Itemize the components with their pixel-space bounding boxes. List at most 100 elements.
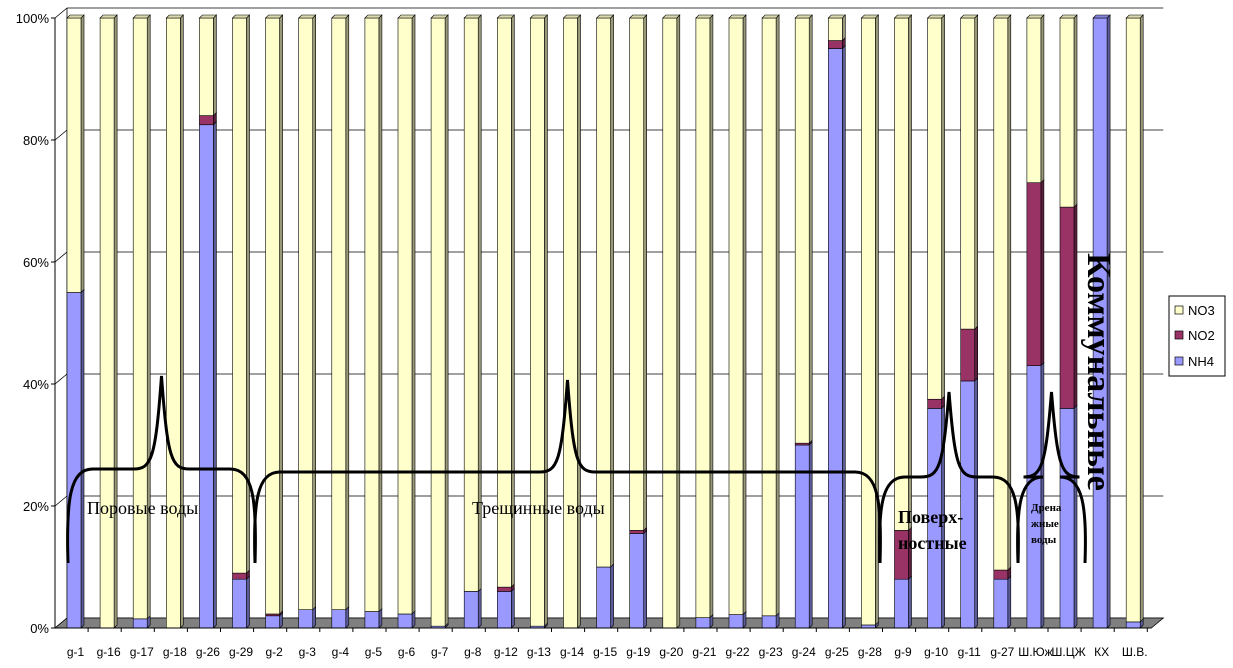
bars-group [66,14,1144,629]
y-tick-label: 20% [23,499,49,514]
x-tick-label: g-7 [431,645,449,659]
gridline-depth [54,251,68,263]
legend-label-no3: NO3 [1188,303,1215,318]
x-tick-label: g-19 [626,645,650,659]
bar-segment-no3 [761,14,780,617]
bar-segment-no3 [662,14,681,629]
x-tick-label: КХ [1094,645,1109,659]
bar-segment-no3 [463,14,482,593]
bar-segment-no2 [960,325,979,382]
x-tick-label: Ш.Юж [1018,645,1052,659]
x-tick-label: g-18 [163,645,187,659]
bar-segment-nh4 [596,563,614,629]
bar-segment-no3 [496,14,516,588]
bar-segment-no3 [397,14,416,615]
legend-swatch-no3 [1174,305,1184,315]
bar-segment-no3 [529,14,549,627]
bar-segment-no3 [231,14,251,574]
bar-segment-nh4 [463,587,482,629]
gridline-depth [54,495,68,507]
bar-segment-nh4 [199,121,217,629]
x-tick-label: g-27 [990,645,1014,659]
x-axis-ticks: g-1 g-16 g-17 g-18 g-26 g-29 g-2 g-3 g-4 g-5 g-6 g-… [55,627,1152,659]
y-tick-label: 40% [23,377,49,392]
annotation-drainage-line1: Дрена [1031,502,1062,514]
bar-segment-no2 [894,526,912,580]
y-tick-label: 60% [23,255,49,270]
bar-segment-no3 [264,14,284,615]
gridline-depth [54,129,68,141]
annotation-fissure-waters: Трещинные воды [472,498,605,518]
annotation-surface-line2: ностные [898,533,967,553]
y-tick-label: 0% [30,621,49,636]
brace-drainage [1016,391,1087,564]
bar-segment-no3 [165,14,185,629]
bar-segment-no3 [562,14,582,629]
x-tick-label: g-17 [130,645,154,659]
brace-porous [66,375,257,564]
bar-segment-nh4 [1026,361,1045,629]
x-tick-label: g-8 [464,645,482,659]
bar-segment-nh4 [1059,404,1078,629]
y-tick-label: 80% [23,133,49,148]
x-tick-label: g-11 [958,645,981,659]
x-tick-label: Ш.ЦЖ [1051,645,1085,659]
annotation-communal-vertical: Коммунальные [1080,253,1117,491]
x-tick-label: g-9 [894,645,912,659]
x-tick-label: g-13 [527,645,551,659]
bar-segment-no3 [198,14,218,117]
bar-segment-no3 [628,14,648,532]
bar-segment-nh4 [232,575,250,629]
bar-segment-nh4 [794,441,813,629]
y-tick-label: 100% [16,11,50,26]
annotation-drainage-line2: жные [1031,518,1059,530]
x-tick-label: g-6 [398,645,416,659]
legend-swatch-no2 [1174,330,1184,340]
x-tick-label: g-16 [97,645,121,659]
bar-segment-no3 [331,14,350,611]
legend-label-no2: NO2 [1188,328,1215,343]
bar-segment-no3 [860,14,880,626]
bar-segment-no3 [66,14,85,294]
bar-segment-nh4 [993,575,1012,629]
annotation-drainage-line3: воды [1031,534,1057,546]
bar-segment-no3 [926,14,946,400]
bar-segment-no3 [695,14,714,619]
x-tick-label: g-10 [924,645,948,659]
annotation-surface-line1: Поверх- [898,507,963,527]
brace-surface [878,391,1020,564]
bar-segment-nh4 [496,587,515,629]
bar-segment-no3 [595,14,615,568]
x-tick-label: g-25 [825,645,849,659]
bar-segment-nh4 [827,44,846,629]
gridline-depth [54,7,68,19]
x-tick-label: g-26 [196,645,220,659]
bar-segment-no3 [364,14,383,613]
bar-segment-no2 [1059,203,1078,410]
bar-segment-no3 [728,14,747,616]
bar-segment-nh4 [364,607,383,629]
bar-segment-no3 [893,14,913,532]
gridline-depth [54,373,68,385]
bar-segment-no3 [297,14,317,611]
y-axis-ticks: 0% 20% 40% 60% 80% 100% [16,11,55,636]
bar-segment-no3 [993,14,1012,571]
bar-segment-nh4 [298,605,317,629]
x-tick-label: g-5 [365,645,383,659]
bar-segment-no3 [1026,14,1045,184]
x-tick-label: g-28 [858,645,882,659]
bar-segment-nh4 [1092,14,1111,629]
bar-segment-nh4 [960,377,979,629]
legend-label-nh4: NH4 [1188,354,1214,369]
bar-segment-nh4 [629,529,648,629]
x-tick-label: g-20 [659,645,683,659]
x-tick-label: g-21 [692,645,716,659]
bar-segment-no3 [827,14,847,42]
x-tick-label: g-24 [792,645,816,659]
brace-fissure [253,379,882,564]
bar-segment-nh4 [728,610,747,629]
x-tick-label: g-3 [299,645,317,659]
annotation-porous-waters: Поровые воды [87,498,198,518]
x-tick-label: g-12 [494,645,518,659]
